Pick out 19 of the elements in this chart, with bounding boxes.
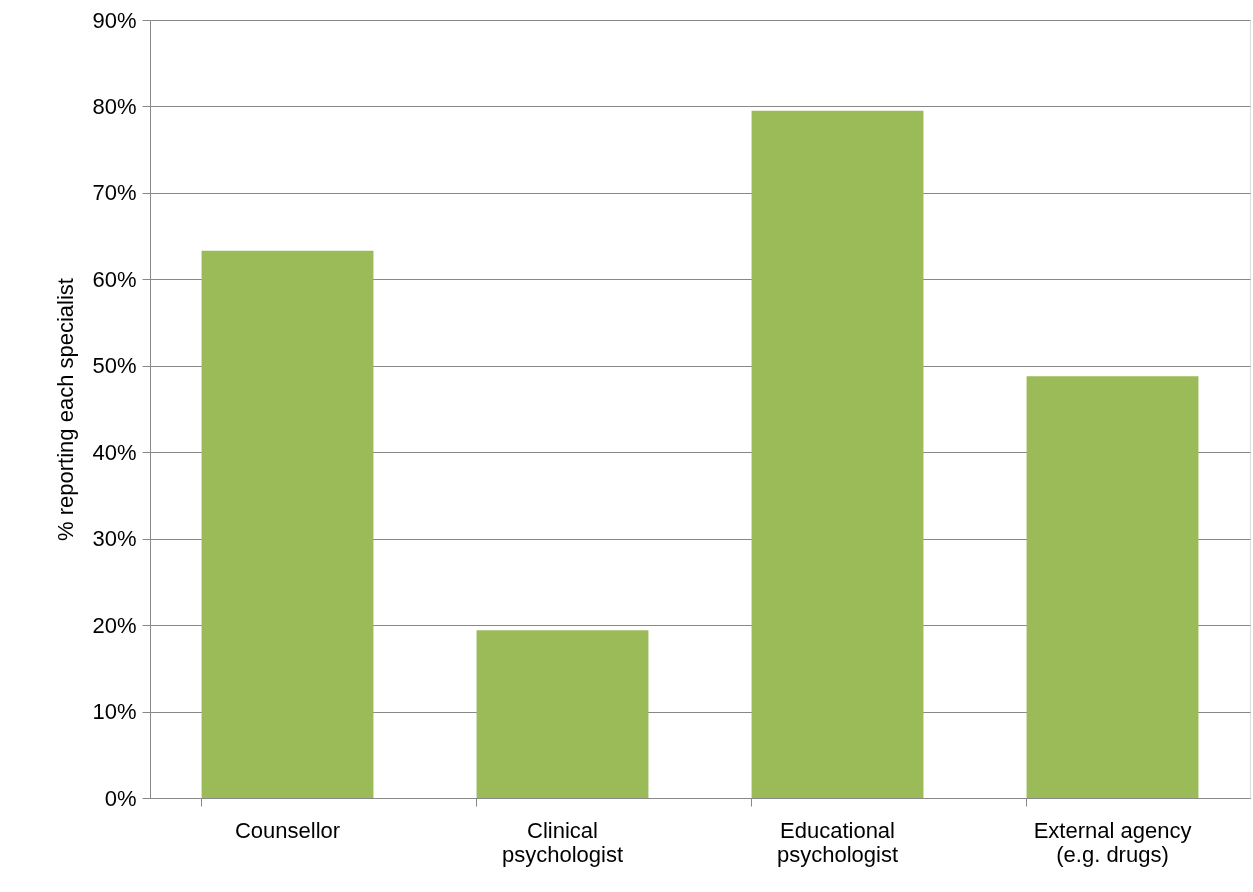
y-tick-label: 40%	[92, 439, 137, 465]
y-axis-title: % reporting each specialist	[53, 278, 79, 541]
bar	[1026, 376, 1199, 798]
bar	[201, 250, 374, 798]
y-tick-label: 30%	[92, 526, 137, 552]
x-tick-label: Educational psychologist	[776, 817, 899, 867]
y-tick-label: 90%	[92, 7, 137, 33]
y-tick-label: 80%	[92, 93, 137, 119]
x-tick-label: External agency (e.g. drugs)	[1033, 817, 1192, 867]
y-tick-label: 20%	[92, 612, 137, 638]
y-tick-label: 50%	[92, 353, 137, 379]
y-tick-label: 70%	[92, 180, 137, 206]
x-tick-label: Clinical psychologist	[501, 817, 624, 867]
bar	[476, 630, 649, 798]
y-tick-label: 10%	[92, 699, 137, 725]
y-tick-label: 0%	[104, 785, 137, 811]
bar	[751, 110, 924, 798]
y-tick-label: 60%	[92, 266, 137, 292]
x-tick-label: Counsellor	[234, 817, 341, 843]
